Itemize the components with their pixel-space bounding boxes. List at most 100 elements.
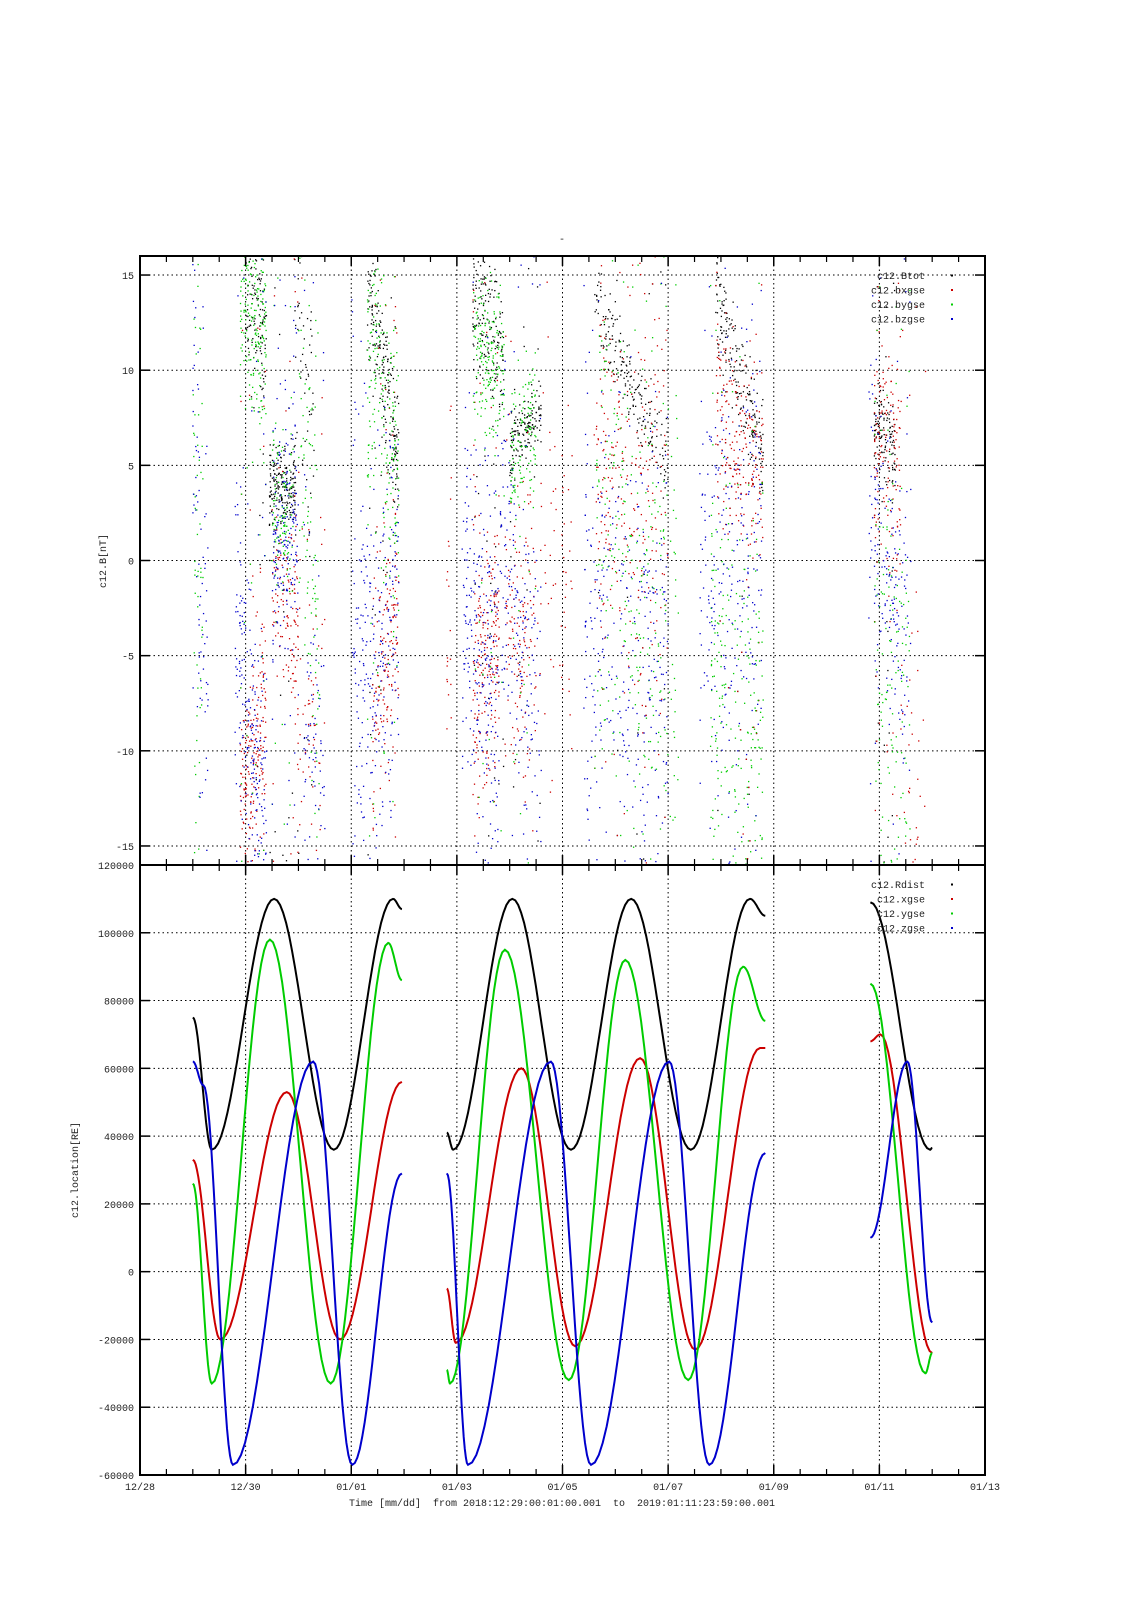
data-point bbox=[895, 466, 897, 468]
data-point bbox=[270, 490, 272, 492]
data-point bbox=[479, 532, 481, 534]
data-point bbox=[625, 478, 628, 480]
data-point bbox=[648, 505, 651, 508]
data-point bbox=[290, 433, 292, 435]
data-point bbox=[497, 348, 500, 350]
data-point bbox=[477, 666, 479, 668]
data-point bbox=[636, 637, 639, 639]
data-point bbox=[511, 393, 513, 395]
data-point bbox=[752, 435, 754, 437]
data-point bbox=[752, 434, 754, 437]
data-point bbox=[664, 487, 666, 489]
data-point bbox=[902, 674, 905, 676]
data-point bbox=[883, 451, 885, 454]
data-point bbox=[717, 336, 719, 338]
data-point bbox=[387, 670, 389, 672]
data-point bbox=[630, 533, 633, 536]
data-point bbox=[549, 449, 551, 451]
data-point bbox=[751, 473, 754, 475]
data-point bbox=[258, 342, 260, 344]
data-point bbox=[648, 740, 650, 743]
data-point bbox=[602, 688, 604, 690]
data-point bbox=[390, 357, 392, 360]
data-point bbox=[619, 610, 621, 612]
data-point bbox=[300, 800, 303, 803]
data-point bbox=[284, 502, 286, 504]
data-point bbox=[523, 414, 526, 416]
data-point bbox=[651, 443, 653, 445]
data-point bbox=[250, 796, 252, 798]
data-point bbox=[873, 429, 876, 432]
data-point bbox=[374, 345, 376, 347]
data-point bbox=[569, 714, 571, 716]
data-point bbox=[904, 757, 906, 759]
data-point bbox=[728, 380, 731, 382]
data-point bbox=[875, 521, 877, 523]
data-point bbox=[257, 295, 259, 297]
data-point bbox=[534, 374, 536, 376]
data-point bbox=[274, 483, 276, 486]
data-point bbox=[595, 294, 598, 297]
data-point bbox=[290, 495, 292, 498]
data-point bbox=[751, 485, 753, 487]
data-point bbox=[608, 543, 610, 545]
data-point bbox=[625, 416, 627, 418]
data-point bbox=[725, 683, 727, 685]
data-point bbox=[490, 572, 492, 574]
data-point bbox=[516, 753, 518, 756]
data-point bbox=[492, 362, 495, 364]
data-point bbox=[377, 665, 379, 667]
data-point bbox=[649, 427, 652, 430]
data-point bbox=[603, 360, 606, 363]
data-point bbox=[894, 463, 896, 465]
data-point bbox=[732, 421, 734, 423]
data-point bbox=[258, 288, 260, 290]
data-point bbox=[385, 336, 387, 339]
data-point bbox=[629, 534, 631, 537]
data-point bbox=[285, 466, 288, 469]
data-point bbox=[878, 425, 880, 427]
data-point bbox=[297, 636, 299, 638]
data-point bbox=[883, 433, 885, 436]
data-point bbox=[298, 373, 301, 375]
data-point bbox=[382, 540, 384, 542]
data-point bbox=[612, 338, 614, 340]
data-point bbox=[522, 433, 524, 435]
data-point bbox=[512, 469, 514, 472]
data-point bbox=[276, 483, 278, 485]
data-point bbox=[286, 615, 288, 618]
data-point bbox=[481, 339, 483, 342]
data-point bbox=[524, 429, 526, 431]
data-point bbox=[750, 766, 753, 769]
data-point bbox=[596, 517, 598, 519]
data-point bbox=[321, 543, 323, 546]
data-point bbox=[501, 346, 504, 348]
data-point bbox=[312, 587, 315, 590]
data-point bbox=[874, 507, 877, 510]
data-point bbox=[202, 478, 204, 480]
data-point bbox=[644, 379, 646, 381]
data-point bbox=[481, 392, 484, 394]
data-point bbox=[254, 314, 256, 317]
data-point bbox=[384, 657, 386, 659]
data-point bbox=[273, 473, 276, 475]
data-point bbox=[880, 412, 883, 414]
data-point bbox=[201, 445, 203, 447]
data-point bbox=[282, 854, 284, 856]
data-point bbox=[480, 582, 483, 584]
data-point bbox=[636, 528, 638, 531]
data-point bbox=[497, 332, 500, 335]
data-point bbox=[394, 513, 397, 515]
data-point bbox=[488, 369, 490, 372]
data-point bbox=[738, 393, 741, 395]
data-point bbox=[539, 802, 541, 804]
data-point bbox=[626, 544, 629, 546]
data-point bbox=[268, 559, 271, 562]
data-point bbox=[393, 615, 395, 617]
data-point bbox=[545, 582, 547, 585]
data-point bbox=[494, 507, 496, 509]
data-point bbox=[650, 400, 653, 403]
data-point bbox=[394, 401, 396, 403]
data-point bbox=[282, 582, 284, 584]
data-point bbox=[528, 759, 531, 761]
